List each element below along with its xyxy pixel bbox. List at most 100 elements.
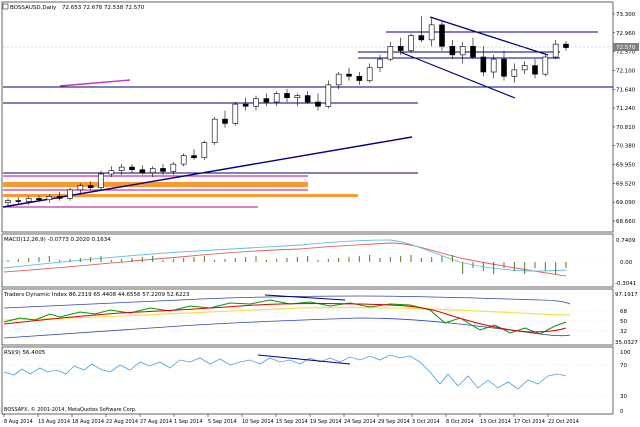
candle-body bbox=[335, 73, 342, 86]
time-axis-label: 3 Oct 2014 bbox=[412, 419, 440, 425]
candle-body bbox=[108, 170, 115, 175]
candle-body bbox=[542, 56, 549, 75]
candle-body bbox=[511, 69, 518, 77]
price-axis-label: 71.240 bbox=[616, 106, 636, 112]
tdi-upper-band bbox=[3, 295, 571, 309]
time-axis-label: 18 Aug 2014 bbox=[72, 419, 104, 425]
candle-body bbox=[315, 101, 321, 107]
time-axis-label: 8 Oct 2014 bbox=[446, 419, 474, 425]
candle-body bbox=[36, 198, 42, 201]
rsi-axis-100: 100 bbox=[620, 350, 631, 356]
price-axis-label: 73.300 bbox=[616, 12, 636, 18]
rsi-axis-70: 70 bbox=[620, 363, 627, 369]
macd-axis-bottom: -0.3041 bbox=[615, 281, 636, 287]
macd-histogram bbox=[7, 255, 567, 274]
candle-body bbox=[563, 43, 569, 48]
macd-axis-zero: 0.00 bbox=[620, 260, 633, 266]
candle-body bbox=[263, 98, 270, 103]
macd-axis-top: 0.7409 bbox=[616, 238, 636, 244]
tdi-axis-bottom: 35.0327 bbox=[615, 340, 638, 346]
candle-body bbox=[87, 185, 94, 189]
candle-body bbox=[325, 84, 332, 107]
price-axis-label: 72.100 bbox=[616, 68, 636, 74]
macd-title: MACD(12,26,9) -0.0773 0.2020 0.1634 bbox=[4, 237, 111, 243]
tdi-indicator bbox=[3, 294, 612, 339]
time-axis-label: 13 Aug 2014 bbox=[38, 419, 70, 425]
candle-body bbox=[294, 95, 301, 99]
candle-body bbox=[149, 168, 156, 174]
copyright: BOSSAFX, © 2001-2014, MetaQuotes Softwar… bbox=[4, 406, 137, 413]
price-axis-label: 72.570 bbox=[616, 50, 636, 56]
price-axis-label: 68.660 bbox=[616, 219, 636, 225]
time-axis-label: 10 Sep 2014 bbox=[242, 419, 274, 425]
window-title-marker-icon bbox=[2, 3, 9, 10]
channel-top bbox=[429, 16, 549, 56]
time-axis-label: 22 Aug 2014 bbox=[106, 419, 138, 425]
candle-body bbox=[480, 56, 487, 73]
orange-zone bbox=[3, 182, 308, 187]
tdi-red-line bbox=[3, 302, 567, 333]
time-axis-label: 5 Sep 2014 bbox=[208, 419, 237, 425]
time-axis-label: 8 Aug 2014 bbox=[4, 419, 33, 425]
candle-body bbox=[201, 142, 208, 159]
candle-body bbox=[129, 166, 135, 171]
candle-body bbox=[377, 58, 383, 69]
candle-body bbox=[273, 93, 280, 103]
candle-body bbox=[284, 93, 290, 99]
rsi-title: RSI(9) 56.4005 bbox=[4, 350, 46, 356]
symbol-title: BOSSAUSD,Daily bbox=[10, 5, 57, 11]
price-axis-label: 69.090 bbox=[616, 200, 636, 206]
candle-body bbox=[304, 95, 311, 103]
time-axis-label: 1 Sep 2014 bbox=[174, 419, 203, 425]
candle-body bbox=[180, 155, 187, 165]
candle-body bbox=[211, 118, 218, 144]
candle-body bbox=[98, 173, 104, 189]
time-axis-label: 29 Sep 2014 bbox=[378, 419, 410, 425]
price-axis-label: 72.960 bbox=[616, 31, 636, 37]
rsi-divergence-line bbox=[257, 354, 351, 365]
candle-body bbox=[346, 73, 352, 77]
candle-body bbox=[397, 45, 404, 51]
candle-body bbox=[521, 65, 528, 71]
candle-body bbox=[5, 200, 11, 204]
tdi-title: Traders Dynamic Index 86.2319 65.4408 44… bbox=[3, 292, 190, 298]
time-axis-label: 15 Sep 2014 bbox=[276, 419, 308, 425]
tdi-axis-50: 50 bbox=[620, 319, 627, 325]
candle-body bbox=[387, 45, 394, 60]
candle-body bbox=[242, 103, 249, 107]
tdi-axis-68: 68 bbox=[620, 309, 627, 315]
tdi-yellow-line bbox=[3, 306, 571, 321]
candle-body bbox=[501, 58, 507, 77]
macd-signal-line bbox=[3, 242, 567, 277]
macd-indicator bbox=[3, 239, 612, 277]
time-axis-label: 17 Oct 2014 bbox=[514, 419, 545, 425]
time-axis-label: 24 Sep 2014 bbox=[344, 419, 376, 425]
time-axis-label: 13 Oct 2014 bbox=[480, 419, 511, 425]
candle-body bbox=[25, 198, 32, 202]
candle-body bbox=[552, 43, 559, 58]
candle-body bbox=[459, 45, 466, 56]
candle-body bbox=[532, 65, 538, 75]
rsi-axis-30: 30 bbox=[620, 394, 627, 400]
time-axis: 8 Aug 2014 13 Aug 2014 18 Aug 2014 22 Aug 2… bbox=[3, 414, 579, 425]
candle-body bbox=[160, 168, 166, 172]
rsi-axis-0: 0 bbox=[620, 409, 624, 415]
time-axis-label: 19 Sep 2014 bbox=[310, 419, 342, 425]
rsi-panel[interactable] bbox=[1, 346, 614, 415]
candle-body bbox=[470, 45, 476, 58]
candles bbox=[5, 16, 569, 207]
price-panel[interactable] bbox=[1, 1, 614, 233]
price-axis-label: 70.380 bbox=[616, 144, 636, 150]
candle-body bbox=[366, 67, 373, 81]
candle-body bbox=[490, 58, 497, 73]
current-price-tag bbox=[613, 43, 639, 51]
candle-body bbox=[15, 200, 22, 202]
candle-body bbox=[56, 195, 63, 199]
candle-body bbox=[139, 169, 146, 174]
tdi-axis-32: 32 bbox=[620, 329, 627, 335]
price-axis-label: 70.810 bbox=[616, 125, 636, 131]
candle-body bbox=[428, 24, 435, 41]
price-axis-label: 69.520 bbox=[616, 181, 636, 187]
candle-body bbox=[232, 103, 239, 124]
